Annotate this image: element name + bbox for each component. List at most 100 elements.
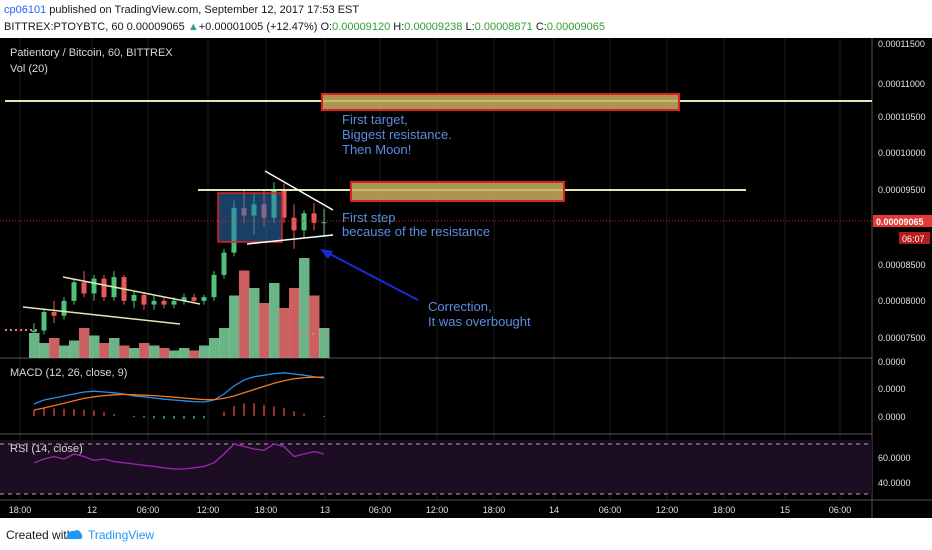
candle-body	[311, 213, 317, 223]
rsi-pane-title: RSI (14, close)	[10, 443, 83, 455]
volume-bar	[279, 308, 290, 358]
candle-body	[281, 190, 287, 218]
macd-histogram-bar	[93, 410, 95, 416]
volume-bar	[229, 295, 240, 358]
macd-histogram-bar	[283, 408, 285, 416]
time-tick: 06:00	[137, 505, 160, 515]
macd-histogram-bar	[293, 411, 295, 416]
correction-arrow-head	[320, 249, 333, 259]
candle-body	[61, 300, 67, 316]
high-label: H:	[393, 21, 405, 33]
time-tick: 18:00	[255, 505, 278, 515]
volume-bar	[119, 345, 130, 358]
low-label: L:	[465, 21, 475, 33]
macd-histogram-bar	[233, 406, 235, 416]
rsi-tick: 60.0000	[878, 453, 911, 463]
candle-body	[221, 252, 227, 275]
macd-histogram-bar	[203, 416, 205, 419]
macd-histogram-bar	[323, 416, 325, 417]
candle-body	[191, 297, 197, 301]
time-axis[interactable]: 18:00 12 06:00 12:00 18:00 13 06:00 12:00 18:00 1…	[9, 505, 852, 515]
time-tick: 14	[549, 505, 559, 515]
last-price: 0.00009065	[126, 21, 185, 33]
tradingview-logo-icon	[64, 527, 84, 544]
wedge-upper-line[interactable]	[62, 276, 201, 305]
triangle-upper-line[interactable]	[264, 170, 334, 211]
annotation-first-target-3: Then Moon!	[342, 142, 411, 157]
countdown-label-bg	[899, 232, 930, 244]
candle-body	[301, 213, 307, 231]
time-tick: 12:00	[656, 505, 679, 515]
triangle-lower-line[interactable]	[246, 234, 334, 245]
volume-bar	[89, 335, 100, 358]
pane-separators	[0, 38, 932, 518]
time-tick: 18:00	[713, 505, 736, 515]
volume-bar	[99, 343, 110, 358]
chart-area[interactable]: Patientory / Bitcoin, 60, BITTREX Vol (2…	[0, 38, 932, 518]
author-link[interactable]: cp06101	[4, 4, 47, 16]
target-zone-2[interactable]	[350, 181, 565, 202]
open-value: 0.00009120	[332, 21, 391, 33]
macd-histogram-bar	[243, 403, 245, 416]
signal-line	[33, 376, 324, 411]
candle-body	[291, 217, 297, 231]
time-tick: 06:00	[599, 505, 622, 515]
volume-bar	[159, 348, 170, 358]
correction-arrow[interactable]	[325, 251, 419, 301]
candle-body	[101, 278, 107, 298]
macd-tick: 0.0000	[878, 412, 906, 422]
macd-histogram-bar	[73, 409, 75, 416]
candle-body	[31, 330, 37, 333]
volume-bar	[29, 333, 40, 358]
time-tick: 06:00	[829, 505, 852, 515]
price-tick: 0.00010500	[878, 112, 926, 122]
open-label: O:	[320, 21, 333, 33]
price-axis[interactable]: 0.00011500 0.00011000 0.00010500 0.00010…	[873, 39, 932, 343]
rsi-band	[0, 440, 872, 494]
high-value: 0.00009238	[404, 21, 463, 33]
volume-bar	[39, 343, 50, 358]
price-change: +0.00001005 (+12.47%)	[198, 21, 318, 33]
macd-histogram-bar	[223, 411, 225, 416]
candle-body	[161, 300, 167, 305]
price-tick: 0.00011000	[878, 79, 925, 89]
volume-bar	[179, 348, 190, 358]
rsi-line	[33, 443, 325, 470]
consolidation-box[interactable]	[217, 192, 283, 243]
rsi-tick: 40.0000	[878, 478, 911, 488]
published-text: published on TradingView.com, September …	[46, 4, 360, 16]
macd-histogram-bar	[143, 416, 145, 418]
time-tick: 12:00	[197, 505, 220, 515]
macd-histogram-bar	[43, 408, 45, 416]
main-pane-title: Patientory / Bitcoin, 60, BITTREX	[10, 47, 173, 59]
candle-body	[171, 300, 177, 305]
macd-histogram-bar	[33, 410, 35, 416]
macd-histogram-bar	[253, 403, 255, 416]
price-tick: 0.00008000	[878, 296, 926, 306]
candle-body	[181, 297, 187, 301]
time-tick: 18:00	[483, 505, 506, 515]
macd-histogram-bar	[183, 416, 185, 419]
volume-bar	[129, 348, 140, 358]
price-chart[interactable]: Patientory / Bitcoin, 60, BITTREX Vol (2…	[0, 38, 932, 518]
macd-histogram-bar	[263, 404, 265, 416]
annotation-first-step-2: because of the resistance	[342, 224, 490, 239]
target-zone-1[interactable]	[321, 93, 680, 111]
volume-pane-title: Vol (20)	[10, 63, 48, 75]
candle-body	[51, 312, 57, 316]
close-label: C:	[535, 21, 547, 33]
annotation-correction-2: It was overbought	[428, 314, 531, 329]
macd-histogram-bar	[303, 413, 305, 416]
wedge-lower-line[interactable]	[22, 306, 181, 325]
volume-bar	[169, 350, 180, 358]
candle-body	[211, 274, 217, 298]
volume-bar	[249, 288, 260, 358]
tradingview-brand[interactable]: TradingView	[88, 528, 155, 542]
countdown-label: 06:07	[902, 234, 925, 244]
low-value: 0.00008871	[474, 21, 533, 33]
price-tick: 0.00010000	[878, 148, 926, 158]
macd-histogram-bar	[63, 408, 65, 416]
close-value: 0.00009065	[546, 21, 605, 33]
created-with-label: Created with	[6, 528, 74, 542]
volume-bar	[139, 343, 150, 358]
